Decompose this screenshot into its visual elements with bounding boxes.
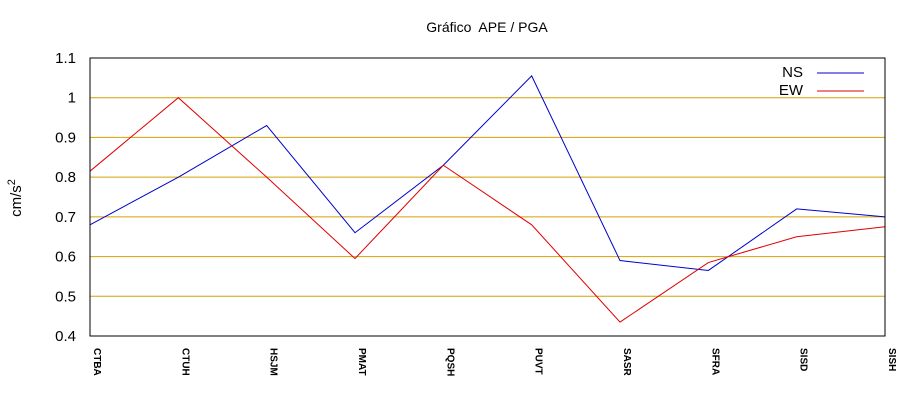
x-tick-label: SFRA <box>709 348 720 375</box>
y-tick-label: 1 <box>68 90 76 107</box>
legend: NS EW <box>779 64 864 99</box>
legend-label-ns: NS <box>782 64 803 81</box>
y-tick-label: 0.5 <box>55 288 76 305</box>
x-tick-label: SISH <box>886 348 897 371</box>
chart-title: Gráfico APE / PGA <box>426 19 548 35</box>
y-axis-label: cm/s2 <box>6 179 25 217</box>
legend-label-ew: EW <box>779 82 804 99</box>
series-line-ew <box>89 97 886 323</box>
x-tick-label: CTUH <box>179 348 190 376</box>
y-tick-label: 0.4 <box>55 328 76 345</box>
x-tick-label: SISD <box>798 348 809 371</box>
y-tick-label: 1.1 <box>55 50 76 67</box>
plot-frame <box>89 57 886 337</box>
series-lines <box>89 75 886 323</box>
y-tick-label: 0.9 <box>55 129 76 146</box>
y-axis-label-superscript: 2 <box>6 179 18 185</box>
x-tick-label: SASR <box>621 348 632 377</box>
x-tick-label: PMAT <box>356 348 367 376</box>
y-axis-label-text: cm/s <box>8 185 25 217</box>
x-tick-label: PQSH <box>444 348 455 376</box>
y-tick-label: 0.6 <box>55 249 76 266</box>
x-tick-label: HSJM <box>268 348 279 376</box>
y-tick-label: 0.7 <box>55 209 76 226</box>
x-tick-label: CTBA <box>91 348 102 376</box>
gridlines <box>90 97 885 297</box>
y-tick-labels: 0.4 0.5 0.6 0.7 0.8 0.9 1 1.1 <box>55 50 76 345</box>
x-tick-label: PUVT <box>533 348 544 375</box>
y-tick-label: 0.8 <box>55 169 76 186</box>
x-tick-labels: CTBA CTUH HSJM PMAT PQSH PUVT SASR SFRA SISD SISH <box>91 348 897 377</box>
series-line-ns <box>89 75 886 271</box>
